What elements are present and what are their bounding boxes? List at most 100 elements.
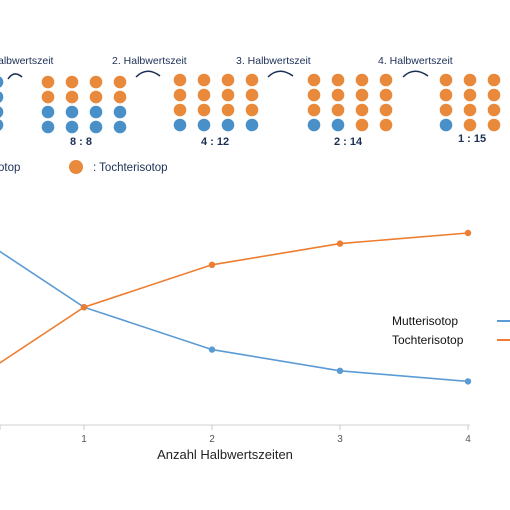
daughter-atom	[439, 73, 453, 87]
atom-group-3	[307, 73, 393, 132]
parent-atom	[245, 118, 259, 132]
daughter-atom	[487, 103, 501, 117]
x-tick-label: 3	[337, 434, 343, 445]
daughter-atom	[113, 75, 127, 89]
daughter-atom	[331, 103, 345, 117]
daughter-atom	[355, 103, 369, 117]
daughter-atom	[487, 88, 501, 102]
parent-atom	[113, 120, 127, 134]
daughter-atom	[307, 73, 321, 87]
daughter-atom	[487, 73, 501, 87]
ratio-label-1: 8 : 8	[70, 136, 92, 148]
daughter-atom	[221, 73, 235, 87]
daughter-atom	[439, 88, 453, 102]
daughter-atom	[379, 103, 393, 117]
legend-label-mutterisotop: Mutterisotop	[392, 314, 458, 328]
daughter-atom	[331, 73, 345, 87]
daughter-atom	[331, 88, 345, 102]
ratio-label-4: 1 : 15	[458, 133, 486, 145]
series-line-mutterisotop	[0, 250, 469, 383]
daughter-atom	[197, 88, 211, 102]
ratio-labels: 8 : 8 4 : 12 2 : 14 1 : 15	[70, 133, 486, 148]
parent-atom	[113, 105, 127, 119]
data-point-tochterisotop	[80, 304, 88, 311]
legend-parent-label: otop	[0, 162, 20, 174]
atom-legend: otop : Tochterisotop	[0, 160, 168, 174]
data-point-mutterisotop	[464, 378, 472, 385]
atom-group-initial	[0, 76, 4, 131]
series-lines	[0, 232, 469, 383]
daughter-atom	[379, 73, 393, 87]
parent-atom	[41, 120, 55, 134]
daughter-atom	[245, 103, 259, 117]
ratio-label-2: 4 : 12	[201, 136, 229, 148]
daughter-atom	[89, 75, 103, 89]
daughter-atom	[245, 88, 259, 102]
halflife-arrows	[7, 70, 429, 80]
atom-group-4	[439, 73, 501, 132]
daughter-atom	[463, 73, 477, 87]
daughter-atom	[463, 118, 477, 132]
daughter-atom	[307, 88, 321, 102]
daughter-atom	[355, 88, 369, 102]
halflife-label-1: albwertszeit	[0, 55, 54, 67]
halflife-label-2: 2. Halbwertszeit	[112, 55, 187, 67]
halflife-arrow-2	[135, 70, 161, 78]
daughter-atom	[439, 103, 453, 117]
x-tick-label: 1	[81, 434, 87, 445]
data-point-mutterisotop	[336, 367, 344, 374]
x-axis-label: Anzahl Halbwertszeiten	[157, 447, 293, 462]
halflife-label-3: 3. Halbwertszeit	[236, 55, 311, 67]
series-line-tochterisotop	[0, 232, 469, 364]
atom-group-1	[41, 75, 127, 134]
parent-atom	[221, 118, 235, 132]
daughter-atom	[41, 75, 55, 89]
halflife-arrow-1	[7, 73, 23, 80]
daughter-atom	[379, 118, 393, 132]
daughter-atom	[89, 90, 103, 104]
daughter-atom	[245, 73, 259, 87]
line-chart: 1 2 3 4 Anzahl Halbwertszeiten Mutterisotop…	[0, 229, 510, 462]
halflife-label-4: 4. Halbwertszeit	[378, 55, 453, 67]
data-point-tochterisotop	[336, 240, 344, 247]
daughter-atom	[65, 75, 79, 89]
parent-atom	[331, 118, 345, 132]
daughter-atom	[221, 103, 235, 117]
atom-groups	[0, 73, 501, 134]
daughter-atom	[197, 73, 211, 87]
daughter-atom	[221, 88, 235, 102]
data-point-tochterisotop	[464, 229, 472, 237]
daughter-atom	[355, 118, 369, 132]
parent-atom	[65, 105, 79, 119]
parent-atom	[173, 118, 187, 132]
legend-daughter-label: : Tochterisotop	[93, 162, 168, 174]
parent-atom	[197, 118, 211, 132]
x-tick-label: 4	[465, 434, 471, 445]
daughter-atom	[113, 90, 127, 104]
daughter-atom	[41, 90, 55, 104]
daughter-atom-legend-icon	[69, 160, 83, 174]
daughter-atom	[463, 88, 477, 102]
halflife-labels: albwertszeit 2. Halbwertszeit 3. Halbwer…	[0, 55, 453, 67]
parent-atom	[41, 105, 55, 119]
parent-atom	[0, 91, 4, 103]
ratio-label-3: 2 : 14	[334, 136, 363, 148]
legend-label-tochterisotop: Tochterisotop	[392, 333, 464, 347]
daughter-atom	[173, 73, 187, 87]
parent-atom	[307, 118, 321, 132]
daughter-atom	[307, 103, 321, 117]
daughter-atom	[65, 90, 79, 104]
parent-atom	[0, 76, 4, 88]
daughter-atom	[355, 73, 369, 87]
parent-atom	[89, 105, 103, 119]
atom-group-2	[173, 73, 259, 132]
chart-legend: Mutterisotop Tochterisotop	[392, 314, 510, 347]
daughter-atom	[487, 118, 501, 132]
halflife-arrow-4	[402, 70, 429, 78]
daughter-atom	[379, 88, 393, 102]
half-life-diagram: albwertszeit 2. Halbwertszeit 3. Halbwer…	[0, 55, 501, 174]
x-tick-label: 2	[209, 434, 215, 445]
parent-atom	[439, 118, 453, 132]
daughter-atom	[463, 103, 477, 117]
